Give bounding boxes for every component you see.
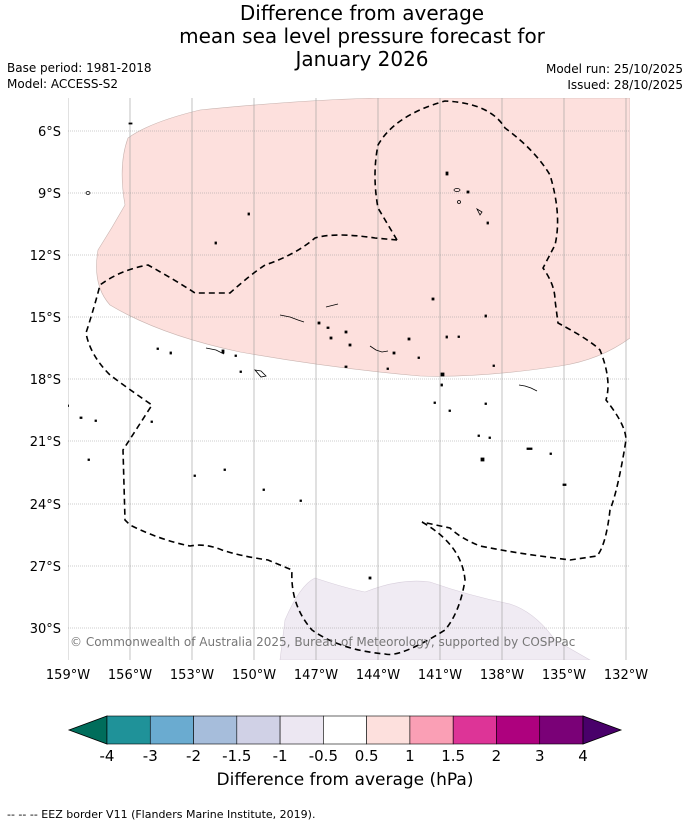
lat-label: 27°S [30, 560, 61, 575]
colorbar-tick-label: 1 [405, 747, 415, 765]
lon-label: 138°W [480, 668, 524, 683]
lon-label: 135°W [542, 668, 586, 683]
lon-label: 153°W [170, 668, 214, 683]
islands [68, 122, 567, 580]
lat-label: 12°S [30, 249, 61, 264]
lon-label: 159°W [46, 668, 90, 683]
colorbar [67, 715, 623, 745]
colorbar-tick-label: 1.5 [441, 747, 465, 765]
colorbar-tick-label: -4 [100, 747, 115, 765]
lat-label: 9°S [38, 187, 61, 202]
latitude-labels: 6°S 9°S 12°S 15°S 18°S 21°S 24°S 27°S 30… [30, 125, 61, 637]
colorbar-tick-label: -3 [143, 747, 158, 765]
lat-label: 21°S [30, 435, 61, 450]
copyright-text: © Commonwealth of Australia 2025, Bureau… [70, 635, 575, 649]
legend-note: -- -- -- EEZ border V11 (Flanders Marine… [7, 808, 316, 821]
lon-label: 141°W [418, 668, 462, 683]
model-name: Model: ACCESS-S2 [7, 77, 119, 91]
colorbar-box [236, 715, 281, 745]
colorbar-extend-high [582, 715, 623, 745]
lat-label: 24°S [30, 498, 61, 513]
lon-label: 147°W [294, 668, 338, 683]
colorbar-box [323, 715, 367, 745]
lat-label: 18°S [30, 373, 61, 388]
lon-label: 150°W [232, 668, 276, 683]
eez-borders [85, 100, 627, 656]
base-period: Base period: 1981-2018 [7, 61, 152, 75]
colorbar-box [149, 715, 194, 745]
colorbar-tick-label: 2 [492, 747, 502, 765]
colorbar-box [539, 715, 584, 745]
colorbar-box [366, 715, 411, 745]
colorbar-box [193, 715, 238, 745]
colorbar-ticks: -4 -3 -2 -1.5 -1 -0.5 0.5 1 1.5 2 3 4 [100, 747, 588, 765]
colorbar-tick-label: -2 [186, 747, 201, 765]
colorbar-tick-label: 0.5 [355, 747, 379, 765]
colorbar-label: Difference from average (hPa) [216, 770, 474, 790]
colorbar-tick-label: 3 [535, 747, 545, 765]
lon-label: 144°W [356, 668, 400, 683]
colorbar-box [496, 715, 541, 745]
negative-anomaly-region [279, 577, 591, 660]
title-line-2: mean sea level pressure forecast for [179, 24, 545, 48]
colorbar-tick-label: -0.5 [309, 747, 338, 765]
lon-label: 132°W [604, 668, 648, 683]
colorbar-box [279, 715, 324, 745]
issued-date: Issued: 28/10/2025 [567, 78, 683, 92]
colorbar-tick-label: -1.5 [222, 747, 251, 765]
lat-label: 15°S [30, 311, 61, 326]
meta-left: Base period: 1981-2018 Model: ACCESS-S2 [7, 60, 152, 92]
map-plot-area [68, 98, 630, 660]
map-title: Difference from average mean sea level p… [0, 2, 690, 71]
colorbar-tick-label: -1 [273, 747, 288, 765]
lat-label: 30°S [30, 622, 61, 637]
meta-right: Model run: 25/10/2025 Issued: 28/10/2025 [546, 61, 683, 93]
longitude-labels: 159°W 156°W 153°W 150°W 147°W 144°W 141°… [46, 668, 648, 683]
colorbar-box [409, 715, 454, 745]
lon-label: 156°W [108, 668, 152, 683]
title-line-1: Difference from average [239, 1, 485, 25]
colorbar-box [106, 715, 151, 745]
lat-label: 6°S [38, 125, 61, 140]
title-line-3: January 2026 [295, 47, 429, 71]
colorbar-extend-low [67, 715, 108, 745]
colorbar-box [452, 715, 497, 745]
colorbar-tick-label: 4 [578, 747, 588, 765]
model-run: Model run: 25/10/2025 [545, 62, 683, 76]
gridlines [68, 98, 630, 660]
